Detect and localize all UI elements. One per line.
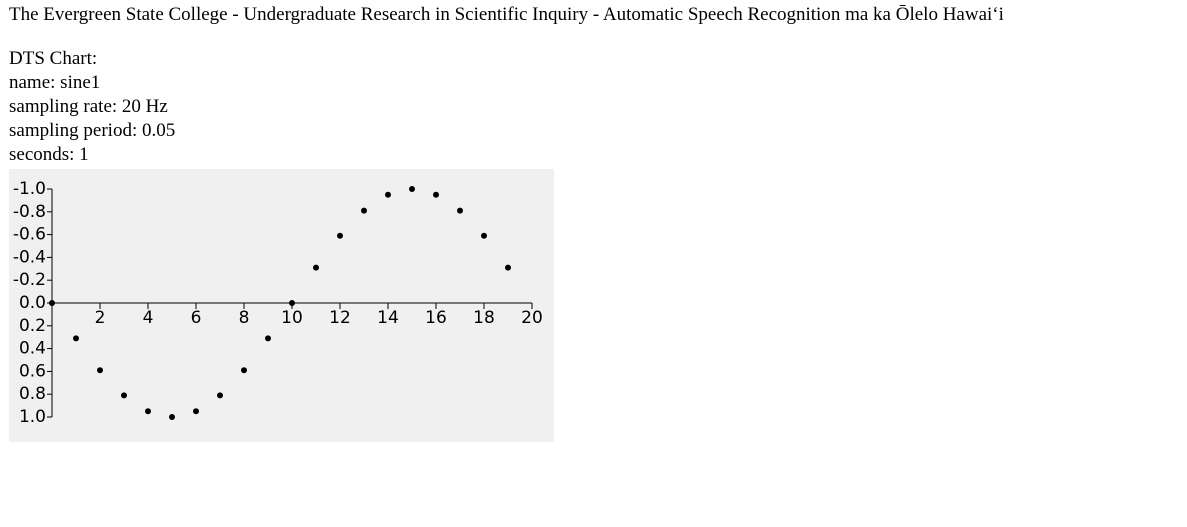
data-point	[505, 264, 511, 271]
info-line: DTS Chart:	[9, 48, 98, 69]
x-tick-label: 10	[281, 308, 303, 328]
data-point	[193, 408, 199, 415]
info-block: DTS Chart: name: sine1 sampling rate: 20 H…	[9, 47, 175, 167]
info-line: sampling rate: 20 Hz	[9, 96, 168, 117]
y-tick-label: 0.2	[19, 316, 46, 336]
info-line: seconds: 1	[9, 144, 89, 165]
y-tick-label: -0.2	[13, 270, 46, 290]
y-tick-label: -0.4	[13, 247, 46, 267]
chart: -1.0 -0.8 -0.6-0.4 -0.2 0.0 0.2 0.40.6 0.8 1.0 2 4…	[9, 169, 554, 442]
y-tick-label: 1.0	[19, 407, 46, 427]
data-point	[337, 232, 343, 239]
y-tick-label: 0.4	[19, 339, 46, 359]
data-point	[73, 335, 79, 342]
x-tick-label: 6	[191, 308, 202, 328]
x-tick-label: 20	[521, 308, 543, 328]
x-tick-label: 12	[329, 308, 351, 328]
x-tick-label: 2	[95, 308, 106, 328]
y-tick-label: 0.8	[19, 384, 46, 404]
data-point	[313, 264, 319, 271]
data-point	[385, 191, 391, 198]
data-point	[217, 392, 223, 399]
info-line: sampling period: 0.05	[9, 120, 176, 141]
info-line: name: sine1	[9, 72, 101, 93]
x-tick-label: 14	[377, 308, 399, 328]
data-point	[289, 300, 295, 306]
data-point	[457, 207, 463, 214]
x-tick-label: 8	[239, 308, 250, 328]
data-point	[121, 392, 127, 399]
y-tick-label: -0.6	[13, 225, 46, 245]
x-tick-label: 16	[425, 308, 447, 328]
page-title: The Evergreen State College - Undergradu…	[9, 4, 1004, 25]
data-point	[409, 186, 415, 192]
data-point	[265, 335, 271, 342]
y-tick-label: 0.0	[19, 293, 46, 313]
data-point	[361, 207, 367, 214]
data-point	[169, 414, 175, 420]
y-tick-label: -0.8	[13, 202, 46, 222]
data-point	[433, 191, 439, 198]
y-tick-label: -1.0	[13, 179, 46, 199]
y-tick-label: 0.6	[19, 361, 46, 381]
data-point	[241, 367, 247, 374]
data-point	[145, 408, 151, 415]
data-point	[49, 300, 55, 306]
x-tick-label: 18	[473, 308, 495, 328]
data-point	[97, 367, 103, 374]
data-point	[481, 232, 487, 239]
x-tick-label: 4	[143, 308, 154, 328]
